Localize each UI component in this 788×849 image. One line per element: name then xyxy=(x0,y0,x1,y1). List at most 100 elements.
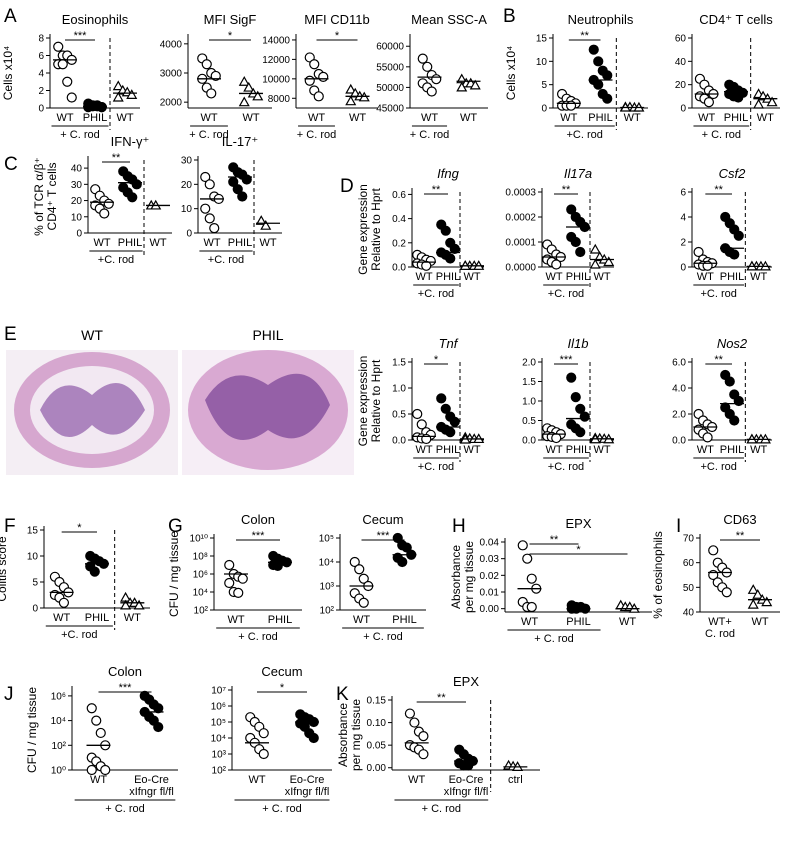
y-tick-label: 5 xyxy=(32,578,38,589)
data-point xyxy=(201,59,212,70)
condition-label: + C. rod xyxy=(105,803,144,815)
x-group-label: WT xyxy=(53,612,70,624)
x-group-label: WT xyxy=(90,774,107,786)
y-tick-label: 0 xyxy=(680,263,686,274)
y-tick-label: 60 xyxy=(683,558,695,569)
data-point xyxy=(526,573,537,584)
significance-label: *** xyxy=(119,682,133,694)
y-tick-label: 2000 xyxy=(160,98,183,109)
data-point xyxy=(345,95,357,106)
y-tick-label: 8000 xyxy=(268,94,291,105)
data-point xyxy=(91,715,102,726)
y-tick-label: 0 xyxy=(76,229,82,240)
y-tick-label: 50000 xyxy=(376,83,404,94)
y-tick-label: 0 xyxy=(541,104,547,115)
plot-title: Cecum xyxy=(362,512,403,527)
data-point xyxy=(733,230,744,241)
data-point xyxy=(747,598,759,609)
y-tick-label: 6 xyxy=(680,188,686,199)
data-point xyxy=(57,59,68,70)
y-tick-label: 10⁰ xyxy=(51,766,66,777)
y-tick-label: 10⁶ xyxy=(51,691,66,702)
significance-label: * xyxy=(434,354,439,366)
x-group-label: WT xyxy=(757,112,774,124)
x-group-label: WT xyxy=(308,112,325,124)
y-tick-label: 3000 xyxy=(160,69,183,80)
condition-label: +C. rod xyxy=(61,629,97,641)
x-group-label: WT+ C. rod xyxy=(705,616,735,640)
data-point xyxy=(241,174,252,185)
data-point xyxy=(258,728,269,739)
data-point xyxy=(526,601,537,613)
y-tick-label: 20 xyxy=(71,196,83,207)
data-point xyxy=(566,372,577,383)
data-point xyxy=(318,71,329,82)
panel-letter: I xyxy=(676,516,681,537)
y-tick-label: 14000 xyxy=(262,35,290,46)
data-point xyxy=(237,191,248,202)
x-group-label: WT xyxy=(619,616,636,628)
data-point xyxy=(422,61,433,72)
significance-label: * xyxy=(228,30,233,42)
significance-label: ** xyxy=(580,30,589,42)
y-tick-label: 10⁴ xyxy=(193,588,208,599)
y-tick-label: 30 xyxy=(181,156,193,167)
y-axis-label: Absorbanceper mg tissue xyxy=(449,541,476,613)
data-point xyxy=(354,564,365,575)
x-group-label: WT xyxy=(116,112,133,124)
y-tick-label: 0.0 xyxy=(392,263,406,274)
significance-label: * xyxy=(77,522,82,534)
condition-label: + C. rod xyxy=(702,129,741,141)
data-point xyxy=(397,556,408,568)
condition-label: +C. rod xyxy=(548,288,584,300)
y-tick-label: 10⁷ xyxy=(211,686,226,697)
significance-label: * xyxy=(576,544,581,556)
data-point xyxy=(66,92,77,103)
plot-title: EPX xyxy=(565,516,591,531)
x-group-label: WT xyxy=(545,271,562,283)
plot-title: IL-17⁺ xyxy=(222,134,259,149)
y-tick-label: 0.00 xyxy=(480,604,500,615)
data-point xyxy=(579,411,590,422)
y-tick-label: 0.5 xyxy=(522,416,536,427)
y-tick-label: 4 xyxy=(38,69,44,80)
data-point xyxy=(209,223,220,234)
data-point xyxy=(469,79,481,90)
data-point xyxy=(588,44,599,55)
crypts xyxy=(205,373,330,440)
plot-title: Nos2 xyxy=(717,336,748,351)
data-point xyxy=(708,545,719,556)
data-point xyxy=(593,56,604,67)
y-tick-label: 45000 xyxy=(376,104,404,115)
plot-title: Mean SSC-A xyxy=(411,12,487,27)
data-point xyxy=(112,80,124,91)
x-group-label: WT xyxy=(750,444,767,456)
data-point xyxy=(237,573,248,584)
y-axis-label: Cells x10⁴ xyxy=(1,46,15,101)
significance-label: *** xyxy=(252,530,266,542)
y-tick-label: 2 xyxy=(38,86,44,97)
y-tick-label: 60000 xyxy=(376,42,404,53)
y-tick-label: 1.0 xyxy=(392,384,406,395)
data-point xyxy=(99,208,110,219)
x-group-label: PHIL xyxy=(268,614,292,626)
y-tick-label: 0.0003 xyxy=(505,188,536,199)
y-tick-label: 10³ xyxy=(212,750,227,761)
y-tick-label: 40 xyxy=(71,164,83,175)
y-tick-label: 0.10 xyxy=(367,718,387,729)
significance-label: ** xyxy=(562,184,571,196)
y-tick-label: 5 xyxy=(541,80,547,91)
y-tick-label: 0.03 xyxy=(480,554,500,565)
y-tick-label: 10000 xyxy=(262,74,290,85)
significance-label: *** xyxy=(74,30,88,42)
x-group-label: PHIL xyxy=(720,271,744,283)
y-tick-label: 10 xyxy=(27,552,39,563)
data-point xyxy=(224,577,235,589)
data-point xyxy=(463,760,474,771)
data-point xyxy=(200,203,211,214)
x-group-label: WT xyxy=(203,237,220,249)
y-axis-label: Colitis score xyxy=(0,536,9,602)
x-group-label: WT xyxy=(227,614,244,626)
y-tick-label: 10² xyxy=(194,606,209,617)
